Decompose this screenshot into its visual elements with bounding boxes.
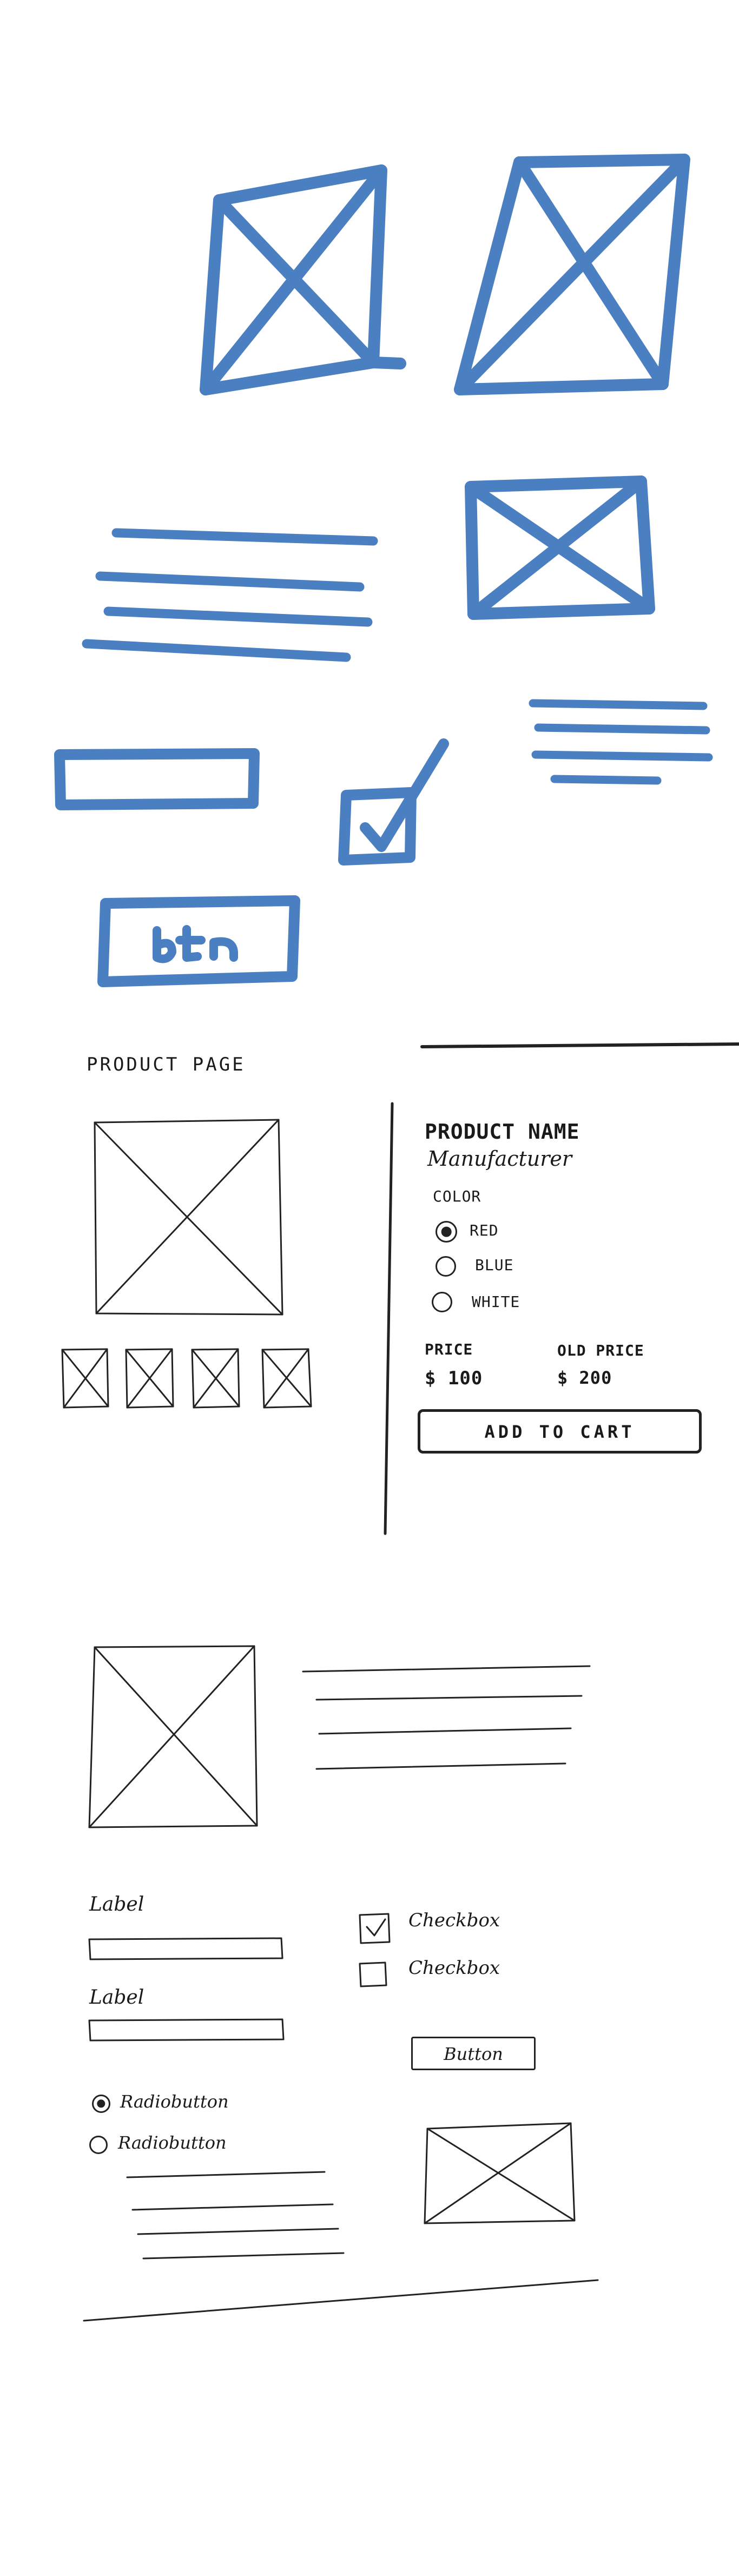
- add-to-cart-label: ADD TO CART: [484, 1422, 635, 1442]
- checkbox-icon: [338, 738, 449, 866]
- color-radio-blue[interactable]: [436, 1256, 456, 1277]
- form-button-label: Button: [444, 2044, 503, 2064]
- field-label: Label: [89, 1986, 144, 2009]
- image-placeholder-icon: [200, 164, 406, 395]
- color-label: COLOR: [433, 1187, 481, 1205]
- old-price-label: OLD PRICE: [557, 1342, 644, 1359]
- old-price-value: $ 200: [557, 1368, 612, 1388]
- column-divider: [384, 1102, 394, 1535]
- image-placeholder-icon: [454, 154, 690, 395]
- field-label: Label: [89, 1893, 144, 1916]
- image-placeholder-icon: [465, 475, 655, 620]
- radio-button-selected[interactable]: [92, 2095, 110, 2113]
- price-label: PRICE: [425, 1340, 473, 1358]
- manufacturer: Manufacturer: [427, 1147, 572, 1171]
- color-option-label: WHITE: [472, 1293, 520, 1311]
- input-field-icon: [54, 748, 260, 810]
- radio-button-label: Radiobutton: [120, 2091, 229, 2112]
- product-image-placeholder-icon: [94, 1119, 283, 1316]
- marker-symbols-sketch: [54, 154, 713, 987]
- top-rule: [420, 1042, 739, 1048]
- add-to-cart-button[interactable]: ADD TO CART: [418, 1409, 702, 1454]
- radio-button-label: Radiobutton: [118, 2132, 227, 2153]
- color-option-label: RED: [470, 1221, 499, 1239]
- form-button[interactable]: Button: [411, 2037, 536, 2070]
- button-icon: [97, 895, 300, 987]
- price-value: $ 100: [425, 1368, 483, 1389]
- thumbnail-image-icon: [61, 1348, 109, 1409]
- color-option-label: BLUE: [475, 1256, 514, 1274]
- page-title: PRODUCT PAGE: [87, 1054, 246, 1075]
- radio-button[interactable]: [89, 2136, 108, 2154]
- product-name: PRODUCT NAME: [425, 1120, 580, 1144]
- thumbnail-image-icon: [191, 1348, 240, 1409]
- color-radio-red[interactable]: [436, 1221, 457, 1243]
- thumbnail-image-icon: [261, 1348, 312, 1409]
- checkbox-label: Checkbox: [408, 1957, 500, 1979]
- text-lines-icon: [529, 699, 713, 785]
- text-lines-icon: [82, 528, 378, 662]
- checkbox-label: Checkbox: [408, 1910, 500, 1931]
- thumbnail-image-icon: [125, 1348, 174, 1409]
- color-radio-white[interactable]: [432, 1292, 452, 1312]
